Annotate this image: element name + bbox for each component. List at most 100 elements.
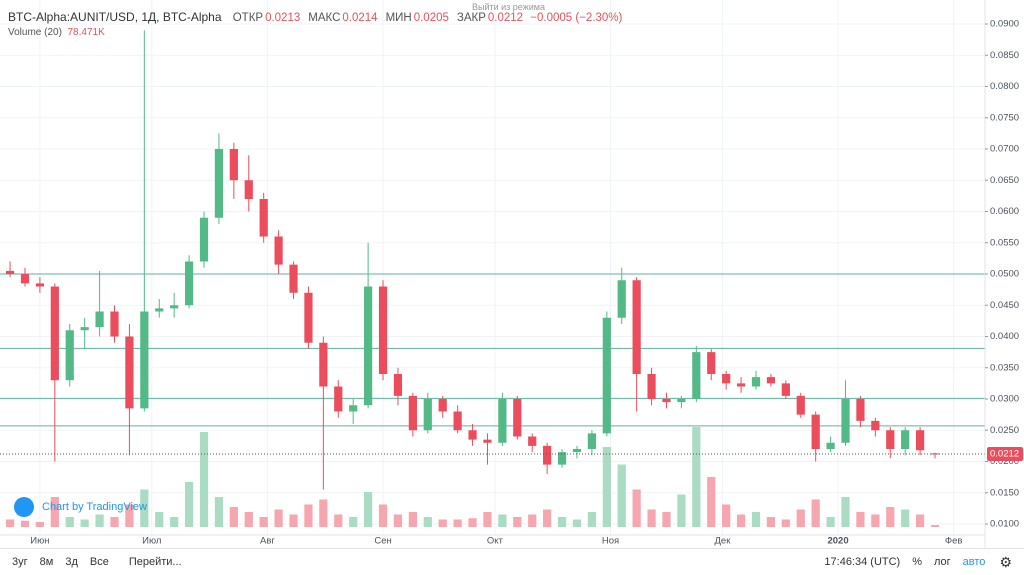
volume-bar [259,517,268,527]
candle-body [244,180,253,199]
volume-bar [751,512,761,527]
candle-body [886,430,895,449]
candle-body [65,330,74,381]
volume-bar [766,517,776,527]
scale-button[interactable]: % [912,556,922,568]
exit-hint[interactable]: Выйти из режима [472,2,545,12]
volume-bar [50,497,59,527]
candle-body [811,414,820,449]
range-button[interactable]: Все [89,556,109,568]
y-tick-label: 0.0800 [990,81,1019,92]
chart: 0.0100 0.0150 0.0200 0.0250 0.0300 0.0350 0.04… [0,0,1024,548]
candle-body [557,452,567,465]
volume-bar [692,427,701,527]
settings-icon[interactable]: ⚙ [999,553,1012,570]
volume-bar [811,499,820,527]
volume-bar [334,514,343,527]
candle-body [393,374,403,396]
volume-bar [349,517,358,527]
volume-bar [886,507,895,527]
candle-body [513,399,522,437]
volume-bar [841,497,850,527]
volume-bar [557,517,567,527]
candle-body [214,149,224,218]
y-tick-label: 0.0450 [990,300,1019,311]
candle-body [871,420,880,431]
y-tick-label: 0.0600 [990,206,1019,217]
volume-bar [214,497,224,527]
volume-bar [543,509,552,527]
candle-body [20,274,30,284]
symbol-title: BTC-Alpha:AUNIT/USD, 1Д, BTC-Alpha [8,10,222,24]
volume-bar [871,514,880,527]
watermark[interactable]: Chart by TradingView [14,497,147,517]
candle-body [304,292,313,343]
y-tick-label: 0.0500 [990,269,1019,280]
volume-bar [468,518,477,527]
volume-bar [707,477,716,527]
volume-bar [5,519,15,527]
candle-body [155,308,164,312]
volume-bar [930,525,940,527]
volume-bar [319,499,328,527]
candle-body [498,399,507,443]
scale-button[interactable]: лог [934,556,951,568]
volume-bar [140,489,149,527]
candle-body [677,399,686,403]
candle-body [483,439,492,443]
candle-body [349,405,358,412]
y-tick-label: 0.0250 [990,425,1019,436]
volume-bar [662,512,671,527]
range-button[interactable]: 3д [65,556,78,568]
volume-bar [438,519,447,527]
candle-body [50,286,59,381]
range-button[interactable]: 8м [39,556,54,568]
volume-bar [184,482,194,527]
candle-body [751,377,761,387]
candle-body [572,449,582,453]
candle-body [170,305,179,309]
candle-body [378,286,388,374]
volume-bar [125,504,134,527]
volume-bar [856,512,865,527]
volume-bar [229,507,238,527]
volume-bar [408,512,417,527]
candle-body [796,395,805,415]
y-tick-label: 0.0350 [990,362,1019,373]
candle-body [602,317,611,434]
volume-bar [20,520,30,527]
candle-body [95,311,104,328]
legend: BTC-Alpha:AUNIT/USD, 1Д, BTC-Alpha ОТКР 0… [8,10,624,24]
volume-value: 78.471K [67,27,105,38]
volume-bar [199,432,209,527]
volume-bar [602,447,611,527]
logo [14,497,34,517]
candle-body [468,430,477,440]
y-tick-label: 0.0400 [990,331,1019,342]
x-tick-label: Июл [142,536,161,547]
clock: 17:46:34 (UTC) [824,556,901,568]
volume-bar [796,509,805,527]
volume-bar [95,514,104,527]
volume-bar [647,509,656,527]
candle-body [184,261,194,306]
candle-body [423,399,432,431]
ohlc-value: 0.0205 [413,12,449,24]
range-button[interactable]: 3уг [12,556,28,568]
ohlc-label: МАКС [308,12,341,24]
scale-button[interactable]: авто [962,556,986,568]
candle-body [364,286,373,406]
change: −0.0005 (−2.30%) [530,12,623,24]
toolbar: 3уг 8м 3д Все Перейти... 17:46:34 (UTC)% лог ав… [0,548,1024,575]
candle-body [722,374,731,384]
candle-body [289,264,298,293]
candle-body [826,442,835,449]
candle-body [80,327,89,331]
volume-bar [453,519,462,527]
volume-bar [364,492,373,527]
goto-button[interactable]: Перейти... [128,556,182,568]
ohlc-value: 0.0213 [265,12,301,24]
candle-body [408,395,417,431]
candle-body [5,270,15,274]
